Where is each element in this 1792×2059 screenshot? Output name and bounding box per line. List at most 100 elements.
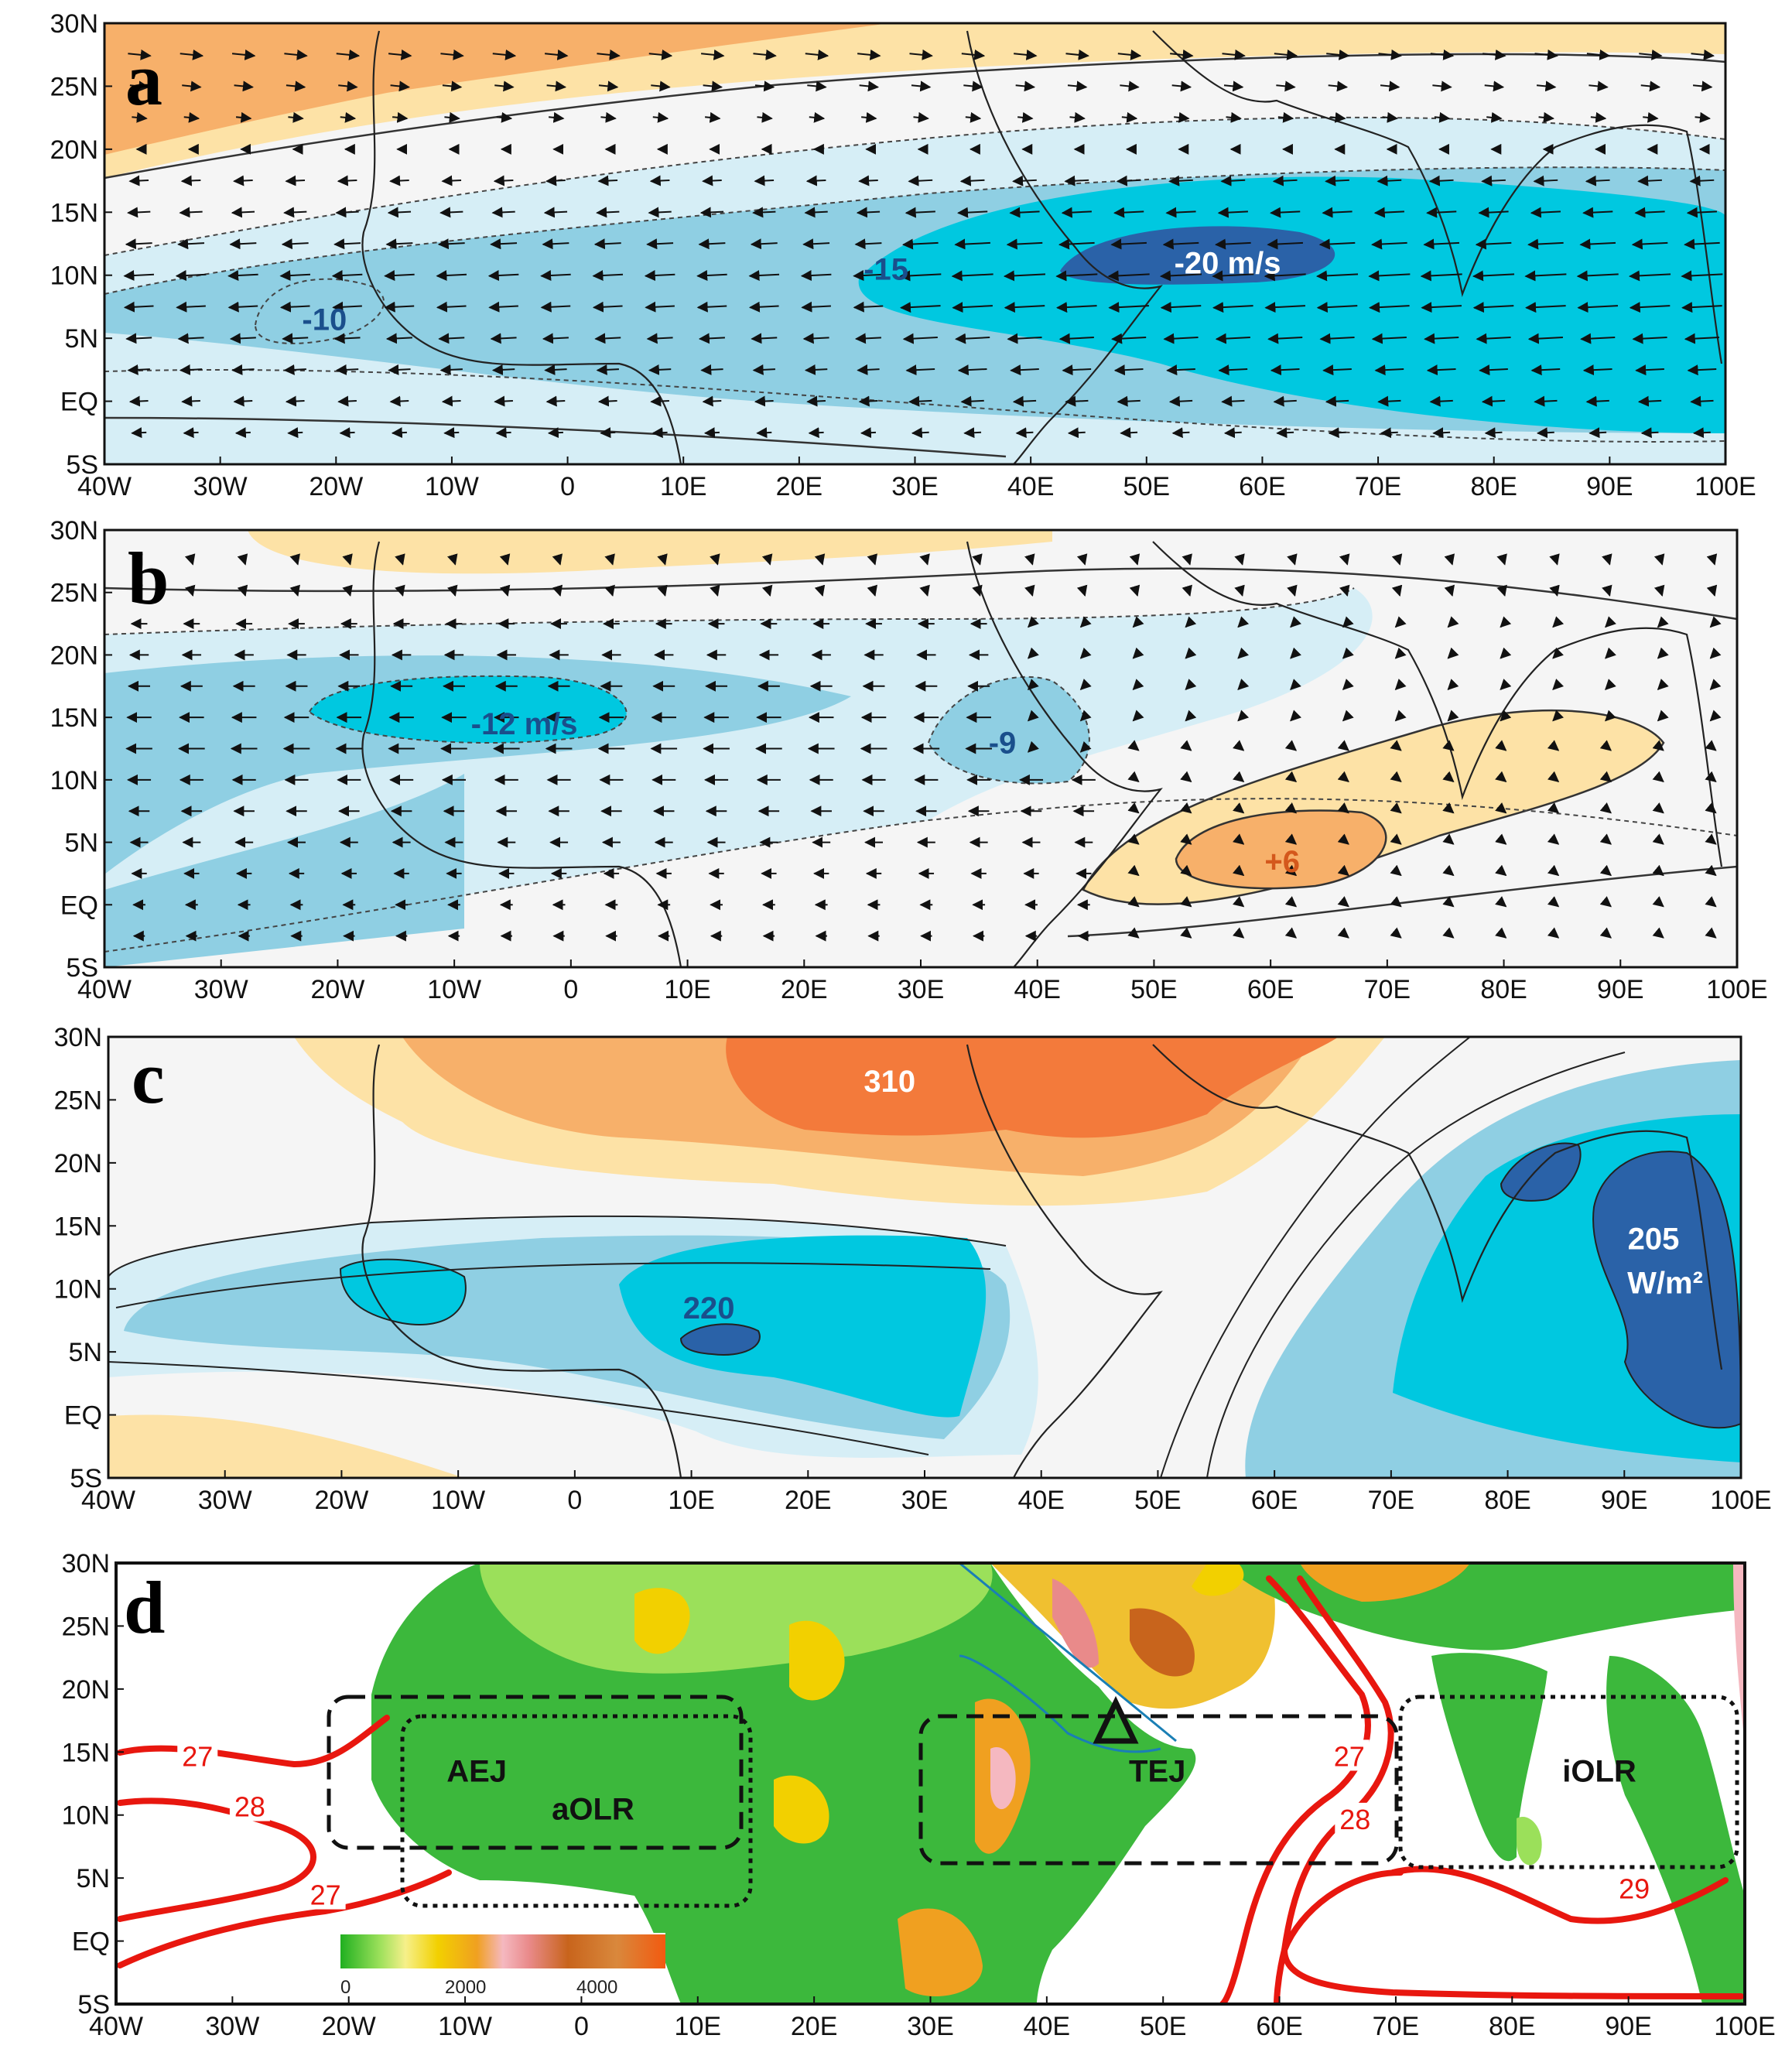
wind-arrow: [1426, 364, 1456, 376]
wind-arrow: [899, 270, 942, 282]
wind-arrow: [279, 270, 311, 282]
panel-d-axis-ticks: 40W 30W 20W 10W 0 10E 20E 30E 40E 50E 60E 70E 80E 90E…: [62, 1549, 1776, 2041]
wind-arrow: [1684, 238, 1720, 250]
lat-tick-label: 10N: [62, 1801, 110, 1831]
wind-arrow: [1599, 927, 1612, 939]
wind-arrow: [1691, 49, 1715, 60]
wind-arrow: [1534, 49, 1558, 60]
wind-arrow: [701, 49, 725, 60]
wind-arrow: [440, 49, 464, 60]
wind-arrow: [552, 553, 563, 566]
wind-arrow: [490, 238, 518, 250]
lon-tick-label: 100E: [1695, 472, 1756, 501]
wind-arrow: [441, 395, 461, 407]
wind-arrow: [1121, 111, 1138, 123]
wind-arrow: [1495, 771, 1507, 783]
isotherm-label: 27: [1334, 1740, 1365, 1772]
wind-arrow: [698, 238, 726, 250]
lon-tick-label: 20E: [791, 2012, 838, 2041]
panel-label-c: c: [132, 1036, 165, 1119]
wind-arrow: [1006, 238, 1043, 250]
wind-arrow: [1027, 616, 1039, 628]
wind-arrow: [1637, 175, 1662, 186]
wind-arrow: [1212, 270, 1254, 282]
wind-arrow: [1316, 302, 1358, 313]
lon-tick-label: 80E: [1470, 472, 1517, 501]
wind-arrow: [596, 364, 619, 375]
lon-tick-label: 10W: [438, 2012, 492, 2041]
wind-arrow: [806, 395, 826, 407]
wind-arrow: [1500, 616, 1512, 628]
wind-arrow: [494, 395, 513, 407]
wind-arrow: [1599, 802, 1612, 814]
wind-arrow: [1185, 647, 1197, 659]
wind-arrow: [1284, 864, 1298, 877]
wind-arrow: [1127, 927, 1140, 939]
wind-arrow: [1432, 80, 1452, 92]
wind-arrow: [342, 553, 353, 566]
panel-b-axis-ticks: 40W 30W 20W 10W 0 10E 20E 30E 40E 50E 60E 70E 80E 90E…: [50, 516, 1768, 1004]
wind-arrow: [492, 49, 517, 60]
isotherm-label-bg: [177, 1739, 218, 1771]
wind-arrow: [1222, 49, 1246, 60]
wind-arrow: [854, 333, 881, 344]
lon-tick-label: 60E: [1256, 2012, 1303, 2041]
wind-arrow: [123, 270, 155, 282]
wind-arrow: [814, 553, 826, 566]
wind-arrow: [1479, 364, 1508, 376]
wind-arrow: [1380, 80, 1400, 92]
panel-d-annotations: AEJ aOLR TEJ iOLR: [446, 1755, 1636, 1827]
lat-tick-label: 15N: [54, 1212, 102, 1241]
wind-arrow: [1185, 679, 1197, 690]
wind-arrow: [1442, 833, 1455, 845]
lat-tick-label: 20N: [50, 641, 98, 670]
wind-arrow: [705, 111, 721, 123]
wind-arrow: [235, 111, 252, 123]
wind-arrow: [1695, 111, 1711, 123]
wind-arrow: [1652, 927, 1664, 939]
wind-arrow: [1185, 710, 1197, 722]
wind-arrow: [913, 111, 929, 123]
wind-arrow: [129, 80, 150, 92]
wind-arrow: [752, 207, 776, 218]
wind-arrow: [128, 175, 149, 186]
lon-tick-label: 30W: [205, 2012, 259, 2041]
wind-arrow: [284, 49, 308, 60]
lon-tick-label: 100E: [1706, 975, 1767, 1004]
wind-arrow: [175, 270, 207, 282]
lat-tick-label: 25N: [50, 72, 98, 101]
wind-arrow: [332, 301, 362, 313]
wind-arrow: [805, 175, 826, 186]
wind-arrow: [761, 553, 773, 566]
wind-arrow: [1653, 584, 1665, 597]
wind-arrow: [1681, 270, 1723, 282]
wind-arrow: [1337, 833, 1349, 845]
annotation-label: -10: [302, 303, 347, 337]
lon-tick-label: 40W: [77, 975, 132, 1004]
wind-arrow: [1272, 175, 1298, 186]
wind-arrow: [1705, 740, 1717, 751]
wind-arrow: [1533, 175, 1558, 186]
wind-arrow: [1217, 207, 1248, 218]
wind-arrow: [545, 395, 566, 407]
wind-arrow: [389, 175, 409, 186]
lat-tick-label: 25N: [62, 1612, 110, 1641]
wind-arrow: [1325, 395, 1349, 407]
isotherm-label-bg: [1329, 1739, 1370, 1771]
wind-arrow: [1706, 553, 1718, 566]
wind-arrow: [598, 80, 619, 92]
wind-arrow: [1233, 771, 1245, 783]
wind-arrow: [700, 364, 723, 375]
wind-arrow: [1061, 207, 1092, 218]
wind-arrow: [1657, 647, 1669, 659]
lat-tick-label: 5S: [66, 953, 98, 983]
wind-arrow: [1524, 270, 1567, 282]
wind-arrow: [1120, 80, 1140, 92]
wind-arrow: [549, 111, 565, 123]
wind-arrow: [1643, 111, 1659, 123]
wind-arrow: [1640, 80, 1661, 92]
wind-arrow: [1605, 647, 1616, 659]
wind-arrow: [1500, 710, 1512, 722]
wind-arrow: [123, 301, 154, 313]
